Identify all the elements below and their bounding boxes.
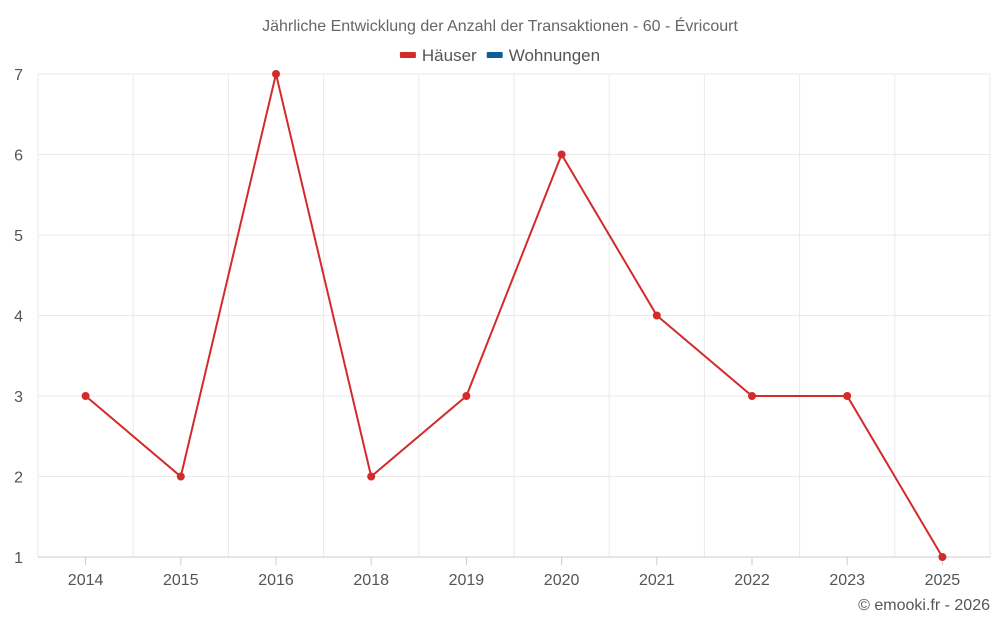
series-line [84,73,944,558]
x-tick-label: 2020 [544,572,580,589]
x-tick-label: 2025 [925,572,961,589]
x-tick-label: 2016 [258,572,294,589]
axes: 1 2 3 4 5 6 7 2014 2015 2016 2018 2019 2020 2021 2022 2… [14,67,990,589]
x-tick-label: 2014 [68,572,104,589]
x-tick-label: 2022 [734,572,770,589]
data-point[interactable] [843,392,852,400]
y-tick-label: 6 [14,148,23,165]
y-tick-label: 7 [14,67,23,84]
grid [37,73,991,557]
y-tick-label: 4 [14,309,23,326]
legend-swatch[interactable] [486,52,503,58]
data-point[interactable] [272,70,280,78]
legend-swatch[interactable] [399,52,416,58]
y-tick-label: 3 [14,389,23,406]
data-point[interactable] [652,311,661,320]
credit-text: © emooki.fr - 2026 [858,597,990,614]
data-point[interactable] [81,392,90,400]
legend-label[interactable]: Häuser [422,46,477,65]
x-tick-label: 2019 [449,572,485,589]
legend-label[interactable]: Wohnungen [509,46,600,65]
y-tick-label: 1 [14,550,23,567]
x-tick-label: 2015 [163,572,199,589]
x-tick-label: 2018 [353,572,389,589]
series-layer [81,70,947,561]
x-tick-label: 2021 [639,572,675,589]
legend: Häuser Wohnungen [399,46,600,65]
data-point[interactable] [367,472,376,481]
y-tick-label: 5 [14,228,23,245]
data-point[interactable] [176,472,185,481]
x-tick-label: 2023 [829,572,865,589]
data-point[interactable] [462,392,471,400]
data-point[interactable] [748,392,756,400]
data-point[interactable] [938,553,947,561]
data-point[interactable] [557,150,566,159]
y-tick-label: 2 [14,470,23,487]
chart-title: Jährliche Entwicklung der Anzahl der Tra… [262,16,738,35]
